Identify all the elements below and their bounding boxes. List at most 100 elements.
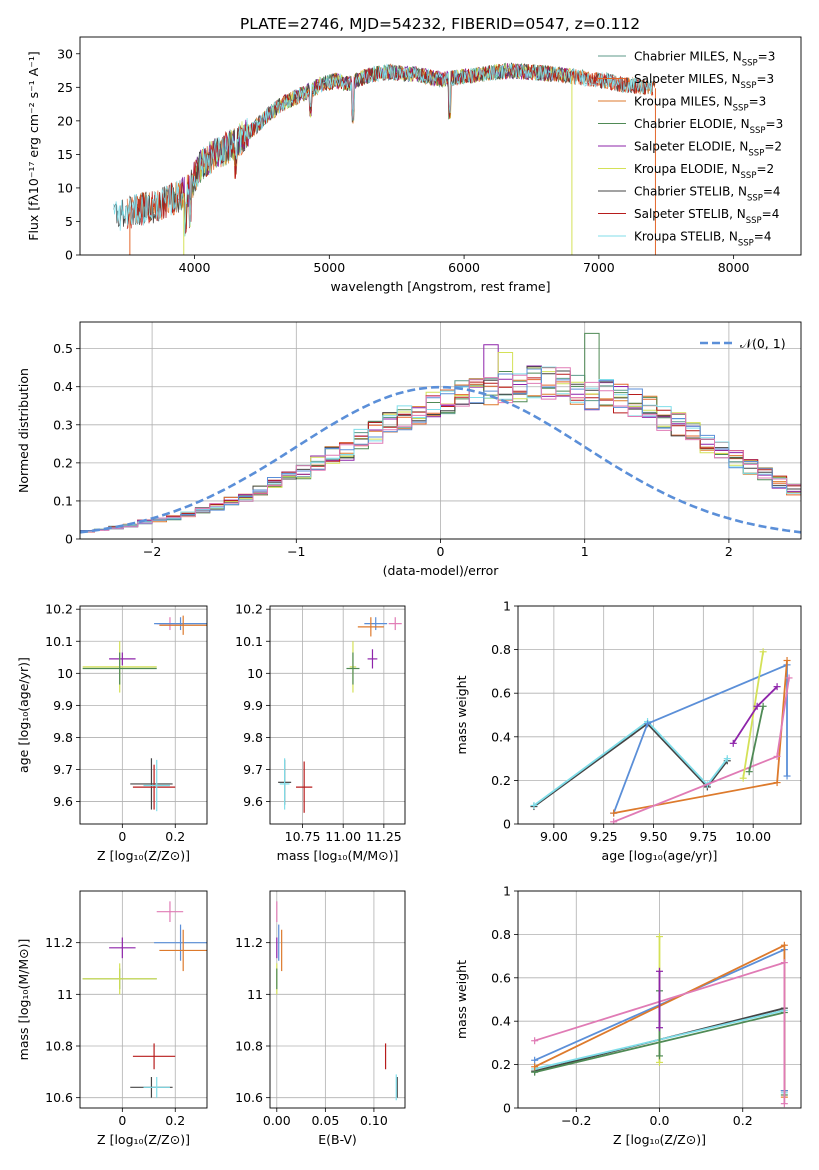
errorbar-point [82,652,157,685]
y-tick-label: 0.2 [491,773,511,788]
x-tick-label: 0 [437,544,445,559]
figure-title: PLATE=2746, MJD=54232, FIBERID=0547, z=0… [240,15,640,33]
y-axis-label: Flux [fλ10⁻¹⁷ erg cm⁻² s⁻¹ A⁻¹] [26,51,41,240]
axes-frame [269,890,406,1109]
y-tick-label: 20 [57,113,73,128]
spectrum-series-line [113,63,653,237]
y-tick-label: 0.6 [491,686,511,701]
weight-line [612,663,788,814]
x-tick-label: 0 [118,1113,126,1128]
x-tick-label: 0.2 [165,1113,185,1128]
plot-area [80,332,801,534]
axes-frame [79,321,802,540]
errorbar-point [132,764,176,810]
x-tick-label: 0.2 [165,829,185,844]
errorbar-point [357,617,384,637]
y-tick-label: 0.4 [491,1014,511,1029]
x-tick-label: 5000 [313,260,345,275]
errorbar-point [364,617,388,631]
weight-series [530,718,731,809]
weight-line [533,722,729,808]
y-tick-label: 9.8 [243,730,263,745]
x-tick-label: 0.2 [733,1113,753,1128]
x-axis-label: Z [log₁₀(Z/Z⊙)] [97,848,190,863]
errorbar-point [143,1077,170,1098]
y-tick-label: 9.7 [53,762,73,777]
y-tick-label: 10.8 [45,1039,73,1054]
y-tick-label: 15 [57,147,73,162]
y-tick-label: 9.8 [53,730,73,745]
x-axis-label: Z [log₁₀(Z/Z⊙)] [613,1132,706,1147]
y-tick-label: 9.7 [243,762,263,777]
weight-series [656,967,663,1032]
x-tick-label: 8000 [718,260,750,275]
y-tick-label: 9.9 [53,698,73,713]
y-tick-label: 11.2 [45,935,73,950]
chart-mass_vs_Z: 0 0.2 10.6 10.8 11 11.2 Z [log₁₀(Z/Z⊙)] mass [l… [16,890,208,1147]
y-tick-label: 10 [57,666,73,681]
y-tick-label: 30 [57,46,73,61]
y-tick-label: 11 [57,987,73,1002]
y-tick-label: 1 [503,884,511,899]
x-tick-label: −0.2 [561,1113,591,1128]
errorbar-point [154,617,207,631]
x-tick-label: 11.00 [325,829,361,844]
y-tick-label: 0.2 [53,455,73,470]
y-tick-label: 0.6 [491,970,511,985]
y-tick-label: 0.2 [491,1057,511,1072]
y-tick-label: 10 [57,180,73,195]
plot-area [278,617,402,813]
x-tick-label: 9.00 [540,829,568,844]
y-tick-label: 10.1 [45,634,73,649]
y-tick-label: 9.9 [243,698,263,713]
chart-age_vs_Z: 0 0.2 9.6 9.7 9.8 9.9 10 10.1 10.2 Z [log₁₀(Z/Z⊙)… [16,602,208,863]
x-axis-label: wavelength [Angstrom, rest frame] [330,279,550,294]
errorbar-point [159,615,207,635]
x-tick-label: 1 [581,544,589,559]
x-tick-label: 0.0 [650,1113,670,1128]
y-tick-label: 0.4 [53,379,73,394]
y-tick-label: 10.2 [235,602,263,617]
y-axis-label: age [log₁₀(age/yr)] [16,657,31,773]
y-tick-label: 11.2 [235,935,263,950]
x-tick-label: −1 [287,544,305,559]
x-axis-label: age [log₁₀(age/yr)] [602,848,718,863]
x-tick-label: 7000 [583,260,615,275]
y-tick-label: 0.8 [491,642,511,657]
y-tick-label: 1 [503,599,511,614]
y-tick-label: 0 [503,817,511,832]
errorbar-point [109,652,136,666]
weight-series [739,648,767,782]
x-axis-label: (data-model)/error [383,563,500,578]
x-tick-label: 11.25 [366,829,402,844]
y-tick-label: 10.8 [235,1039,263,1054]
y-tick-label: 0 [65,248,73,263]
plot-area [276,901,398,1101]
y-tick-label: 25 [57,80,73,95]
chart-weight_vs_Z: −0.2 0.0 0.2 0 0.2 0.4 0.6 0.8 1 Z [log₁₀(Z/Z⊙)] m… [454,884,802,1147]
x-tick-label: 0.05 [311,1113,339,1128]
weight-line [533,720,729,807]
chart-mass_vs_ebv: 0.00 0.05 0.10 10.6 10.8 11 11.2 E(B-V) [235,890,406,1147]
errorbar-point [130,758,173,810]
y-tick-label: 0.4 [491,729,511,744]
x-axis-label: Z [log₁₀(Z/Z⊙)] [97,1132,190,1147]
weight-line [748,706,764,772]
y-tick-label: 0.5 [53,341,73,356]
y-tick-label: 10 [247,666,263,681]
x-tick-label: 0.10 [360,1113,388,1128]
errorbar-point [156,901,184,922]
axes-frame [79,605,208,825]
axes-frame [517,890,802,1109]
errorbar-point [388,617,402,631]
x-tick-label: 10.75 [285,829,321,844]
errorbar-point [367,649,378,669]
histogram-step [80,367,801,533]
x-tick-label: 0.00 [263,1113,291,1128]
legend: 𝒩(0, 1) [700,336,786,351]
y-axis-label: mass weight [454,960,469,1039]
x-tick-label: 2 [725,544,733,559]
weight-series [610,657,791,817]
y-tick-label: 10.1 [235,634,263,649]
